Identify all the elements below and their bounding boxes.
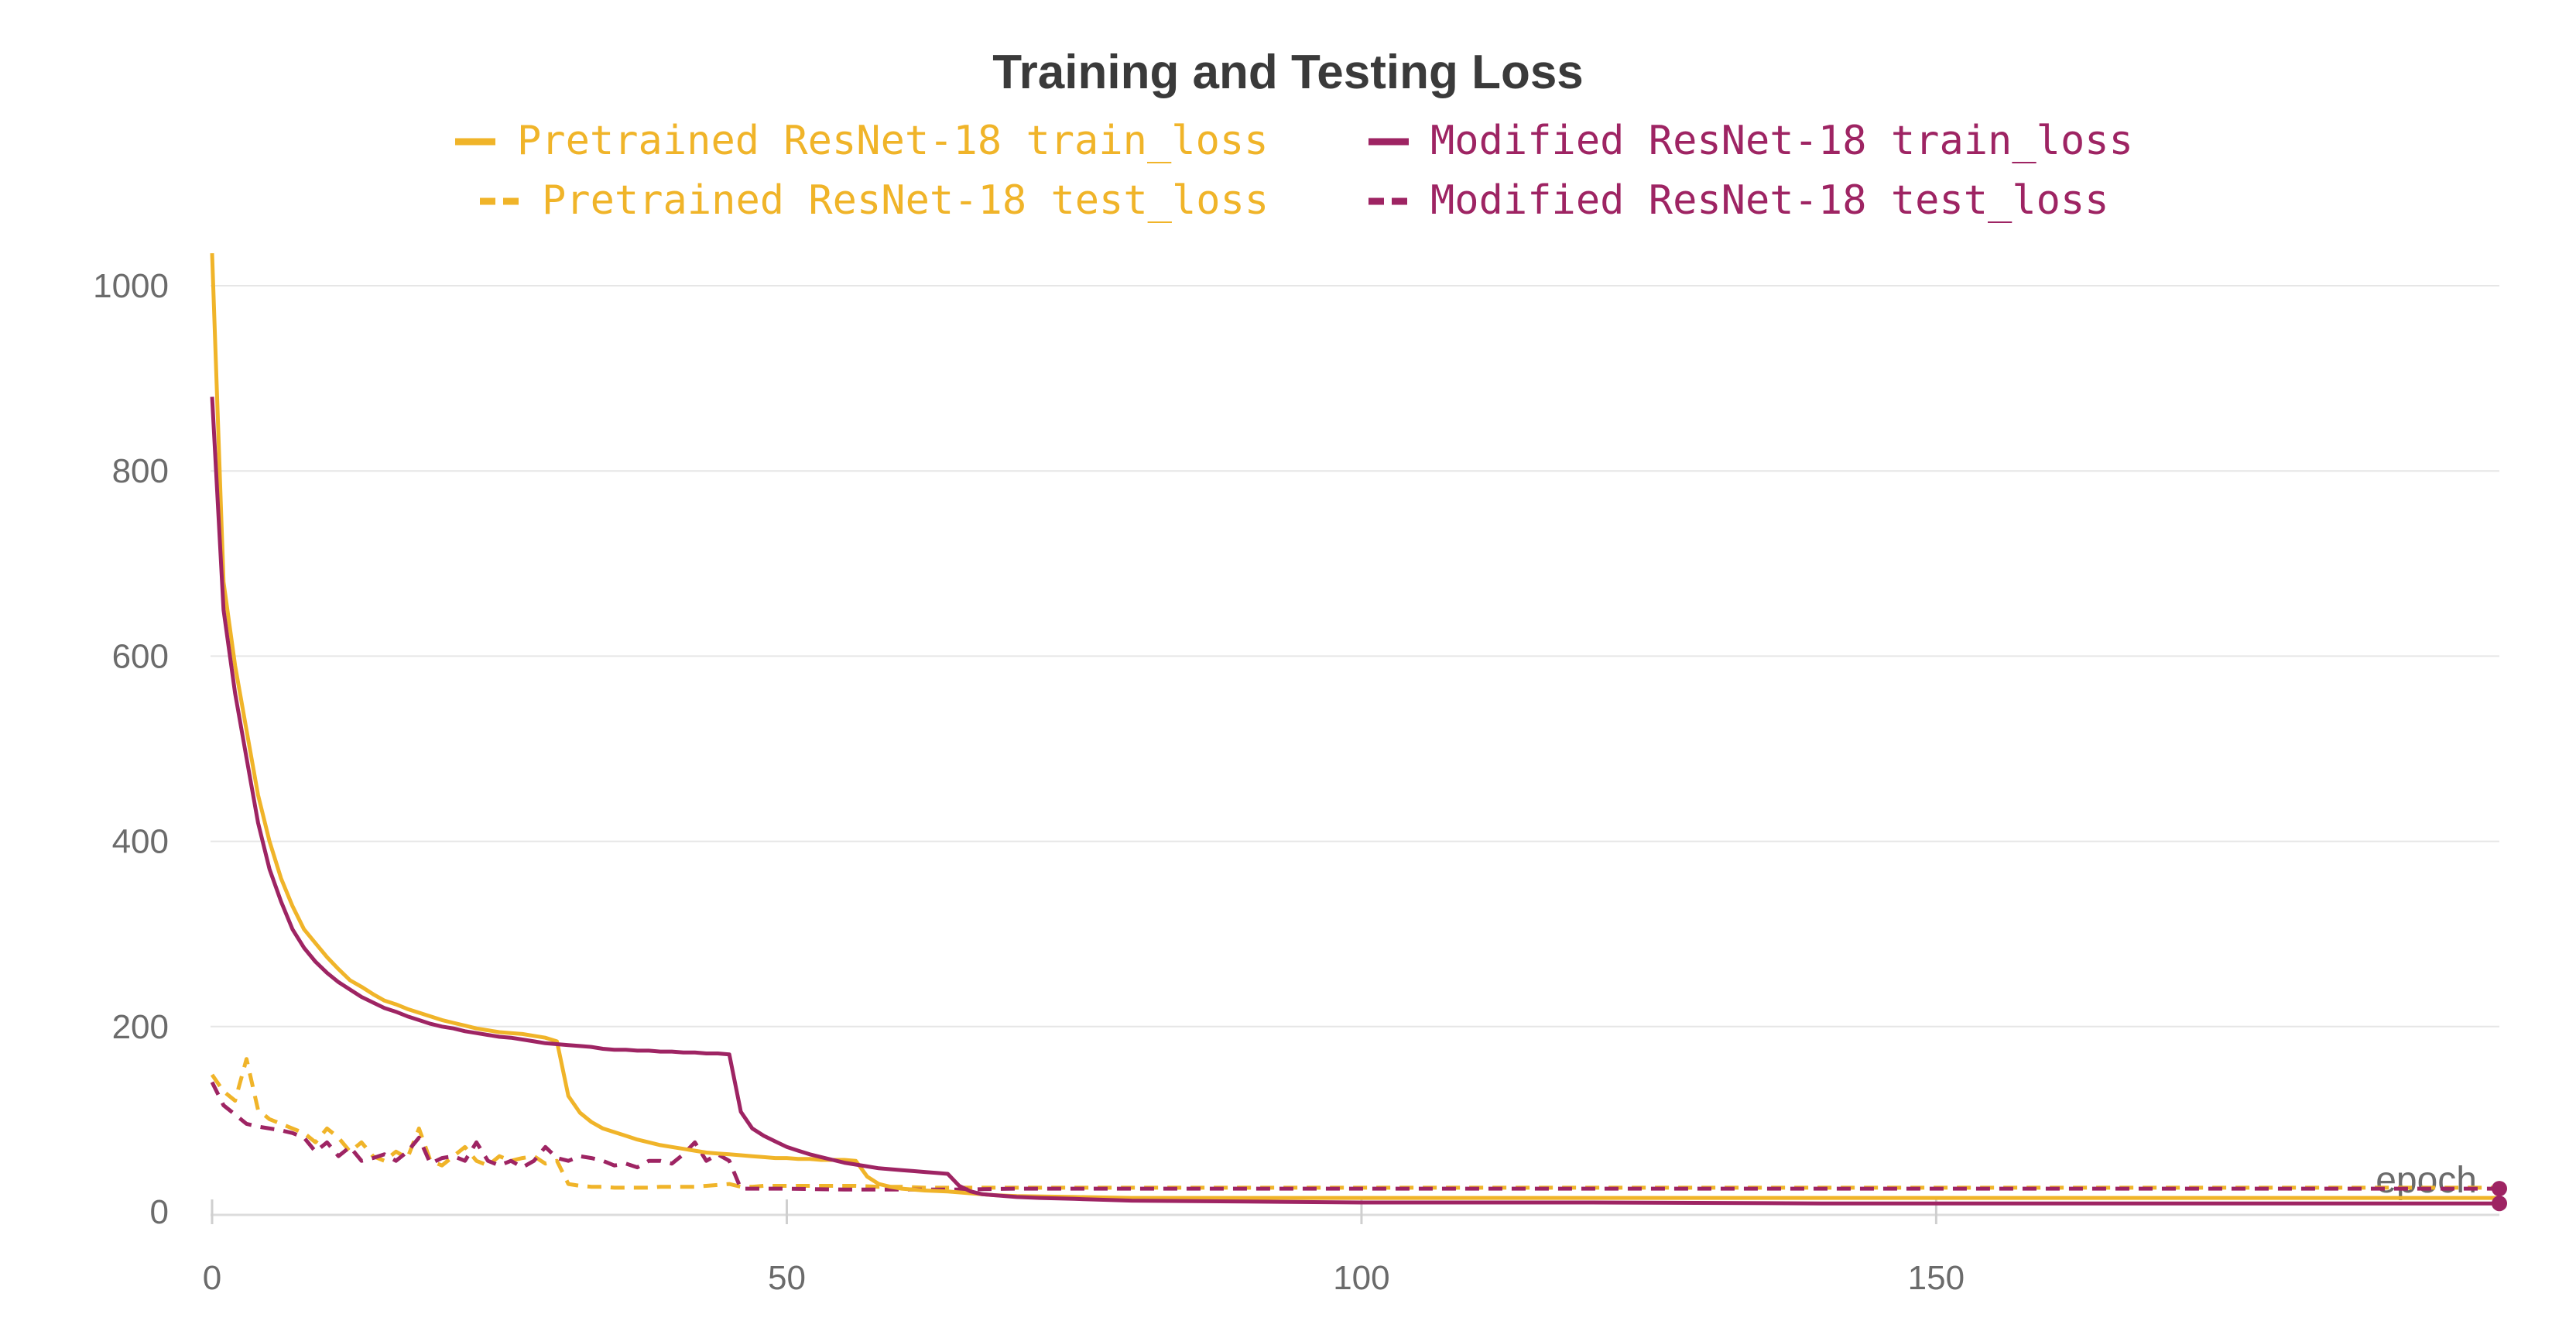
series-line-3 [210,1057,2499,1190]
chart-title: Training and Testing Loss [992,46,1584,99]
x-tick-label: 50 [768,1259,806,1297]
legend-label: Modified ResNet-18 train_loss [1430,118,2133,164]
series-end-marker [2492,1181,2507,1197]
legend-label: Pretrained ResNet-18 test_loss [542,177,1269,224]
x-tick-label: 150 [1908,1259,1965,1297]
x-axis-title: epoch [2376,1160,2477,1201]
y-tick-label: 400 [112,823,169,861]
legend-label: Pretrained ResNet-18 train_loss [517,118,1269,164]
y-tick-label: 0 [150,1193,169,1231]
y-tick-label: 600 [112,637,169,675]
x-tick-label: 100 [1333,1259,1389,1297]
series-line-2 [210,396,2499,1206]
series-end-marker [2492,1196,2507,1212]
x-tick-label: 0 [203,1259,221,1297]
y-tick-label: 200 [112,1008,169,1046]
y-tick-label: 800 [112,452,169,490]
y-tick-label: 1000 [93,267,169,305]
series-line-4 [210,1081,2499,1192]
legend-label: Modified ResNet-18 test_loss [1430,177,2109,224]
series-line-1 [210,253,2499,1200]
